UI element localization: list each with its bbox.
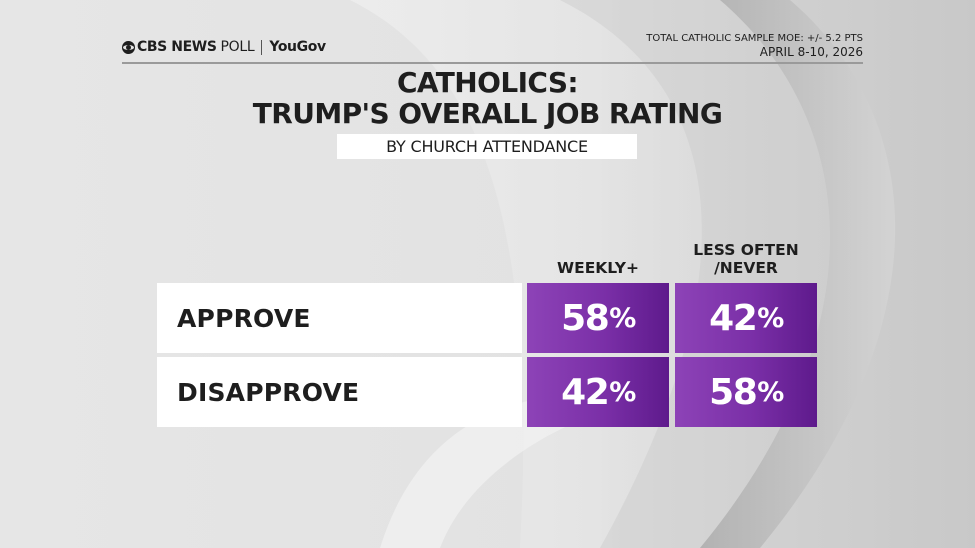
column-header-line: /NEVER <box>714 259 778 277</box>
percent-sign: % <box>609 376 636 408</box>
percent-sign: % <box>609 302 636 334</box>
title-line-1: CATHOLICS: <box>396 66 579 99</box>
percent-sign: % <box>757 302 784 334</box>
poll-dates: APRIL 8-10, 2026 <box>759 45 863 59</box>
chart-subtitle: BY CHURCH ATTENDANCE <box>337 134 637 159</box>
column-header-less-often: LESS OFTEN /NEVER <box>675 241 817 277</box>
data-value: 42 <box>709 297 758 339</box>
moe-text: TOTAL CATHOLIC SAMPLE MOE: +/- 5.2 PTS <box>646 33 863 44</box>
column-header-line: WEEKLY+ <box>557 259 639 277</box>
data-cell-approve-2: 42% <box>675 283 817 353</box>
chart-title: CATHOLICS: TRUMP'S OVERALL JOB RATING <box>0 67 975 129</box>
brand-yougov: YouGov <box>269 39 326 55</box>
brand-cbs-news: CBS NEWS <box>137 39 217 55</box>
data-value: 58 <box>709 371 758 413</box>
data-cell-approve-1: 58% <box>527 283 669 353</box>
row-label-disapprove: DISAPPROVE <box>157 357 522 427</box>
percent-sign: % <box>757 376 784 408</box>
cbs-eye-logo-icon <box>122 40 135 54</box>
data-cell-disapprove-2: 58% <box>675 357 817 427</box>
row-label-approve: APPROVE <box>157 283 522 353</box>
poll-meta: TOTAL CATHOLIC SAMPLE MOE: +/- 5.2 PTS A… <box>646 32 863 59</box>
header-divider <box>122 62 863 64</box>
column-header-line: LESS OFTEN <box>693 241 799 259</box>
brand-header: CBS NEWS POLL YouGov <box>122 38 326 56</box>
column-header-weekly: WEEKLY+ <box>527 259 669 277</box>
title-line-2: TRUMP'S OVERALL JOB RATING <box>252 97 723 130</box>
data-cell-disapprove-1: 42% <box>527 357 669 427</box>
data-value: 42 <box>561 371 610 413</box>
brand-poll: POLL <box>220 39 255 55</box>
data-value: 58 <box>561 297 610 339</box>
brand-divider <box>261 39 263 55</box>
